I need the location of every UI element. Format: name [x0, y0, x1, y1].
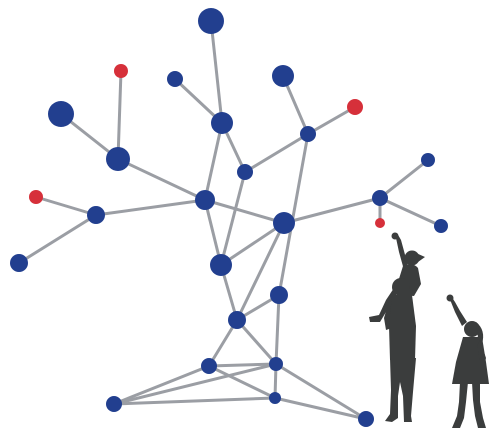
- blue-node-n14: [87, 206, 105, 224]
- blue-node-n9: [421, 153, 435, 167]
- edge-n7-n10: [243, 132, 310, 174]
- red-node-n1: [114, 64, 128, 78]
- adult-torso: [389, 295, 416, 360]
- edge-n11-n14: [34, 195, 98, 217]
- edge-n10-n18: [219, 170, 247, 267]
- edge-n8-n12: [116, 157, 207, 202]
- blue-node-n23: [269, 357, 283, 371]
- edge-n22-n25: [207, 364, 277, 400]
- edge-n17-n18: [219, 221, 286, 267]
- blue-node-n22: [201, 358, 217, 374]
- red-node-n4: [347, 99, 363, 115]
- girl-reaching-silhouette: [446, 294, 489, 428]
- blue-node-n8: [106, 147, 130, 171]
- blue-node-n3: [272, 65, 294, 87]
- child-head: [404, 250, 420, 266]
- child-hair: [416, 253, 425, 262]
- edge-n13-n15: [378, 196, 443, 228]
- edge-n24-n25: [112, 396, 277, 406]
- edge-n14-n12: [94, 198, 207, 217]
- blue-node-n20: [270, 286, 288, 304]
- child-arm-raised: [394, 233, 408, 270]
- blue-node-n17: [273, 212, 295, 234]
- girl-head: [464, 321, 480, 337]
- blue-node-n26: [358, 411, 374, 427]
- edge-n17-n21: [235, 221, 286, 322]
- adult-head: [392, 278, 410, 296]
- node-layer: [10, 8, 448, 427]
- edge-n23-n26: [274, 362, 368, 421]
- edge-n4-n7: [306, 105, 357, 136]
- edge-n0-n6: [209, 19, 224, 125]
- child-hand: [391, 232, 399, 240]
- adult-legs: [385, 358, 416, 422]
- edge-n20-n23: [274, 293, 281, 366]
- blue-node-n19: [10, 254, 28, 272]
- girl-arm-raised: [448, 296, 467, 326]
- edge-n22-n23: [207, 362, 278, 368]
- edge-n23-n24: [112, 362, 278, 406]
- adult-with-child-silhouette: [369, 232, 425, 422]
- edge-n22-n24: [112, 364, 211, 406]
- blue-node-n2: [167, 71, 183, 87]
- edge-n21-n23: [235, 318, 278, 366]
- blue-node-n5: [48, 101, 74, 127]
- edge-n14-n19: [17, 213, 98, 265]
- red-node-n16: [375, 218, 385, 228]
- blue-node-n18: [210, 254, 232, 276]
- edge-n6-n12: [203, 121, 224, 202]
- edge-n7-n20: [277, 132, 310, 297]
- blue-node-n21: [228, 311, 246, 329]
- blue-node-n12: [195, 190, 215, 210]
- blue-node-n25: [269, 392, 281, 404]
- red-node-n11: [29, 190, 43, 204]
- blue-node-n0: [198, 8, 224, 34]
- blue-node-n24: [106, 396, 122, 412]
- girl-legs: [452, 382, 486, 428]
- blue-node-n6: [211, 112, 233, 134]
- edge-n12-n17: [203, 198, 286, 225]
- edge-n17-n13: [282, 196, 382, 225]
- edge-n1-n8: [116, 69, 123, 161]
- edge-n12-n18: [203, 198, 223, 267]
- girl-arm-down: [477, 340, 486, 366]
- blue-node-n15: [434, 219, 448, 233]
- edge-n25-n26: [273, 396, 368, 421]
- blue-node-n13: [372, 190, 388, 206]
- blue-node-n10: [237, 164, 253, 180]
- edge-n13-n9: [378, 158, 430, 200]
- girl-hand: [446, 294, 454, 302]
- blue-node-n7: [300, 126, 316, 142]
